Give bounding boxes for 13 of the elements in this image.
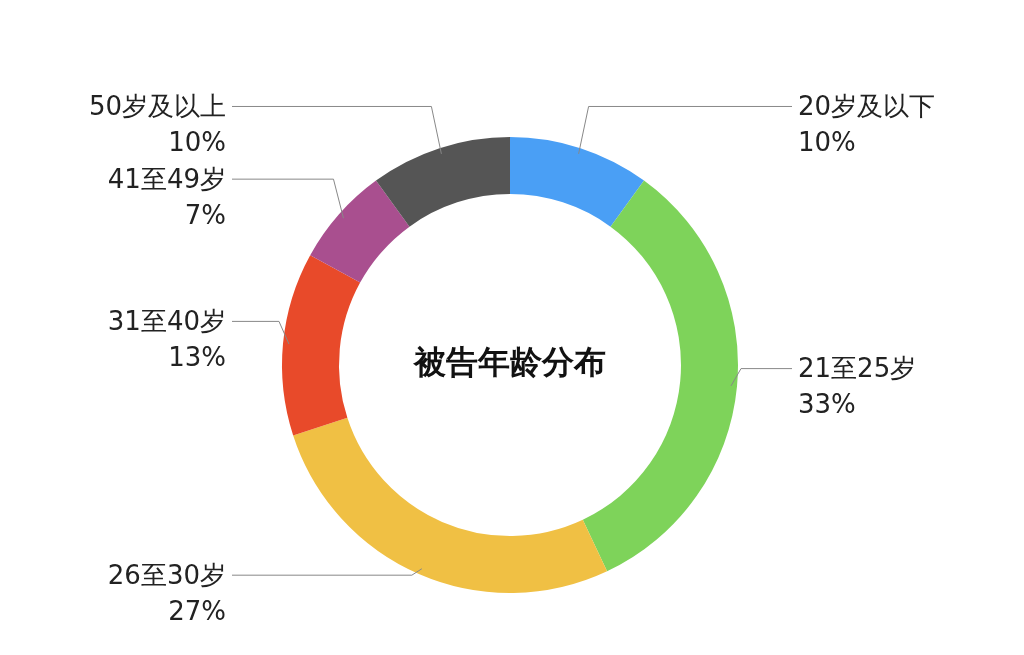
slice-label: 50岁及以上 [88, 91, 226, 122]
data-label: 10% [798, 127, 856, 158]
data-label: 10% [168, 127, 226, 158]
data-label: 27% [168, 595, 226, 626]
slice-label: 31至40岁 [107, 306, 226, 337]
data-label: 33% [798, 389, 856, 420]
data-label: 7% [184, 199, 226, 230]
text: 被告年龄分布 [412, 343, 606, 382]
slice-label: 26至30岁 [107, 559, 226, 590]
data-label: 13% [168, 342, 226, 373]
slice-label: 20岁及以下 [798, 91, 936, 122]
slice-label: 41至49岁 [107, 163, 226, 194]
slice-label: 21至25岁 [798, 353, 917, 384]
